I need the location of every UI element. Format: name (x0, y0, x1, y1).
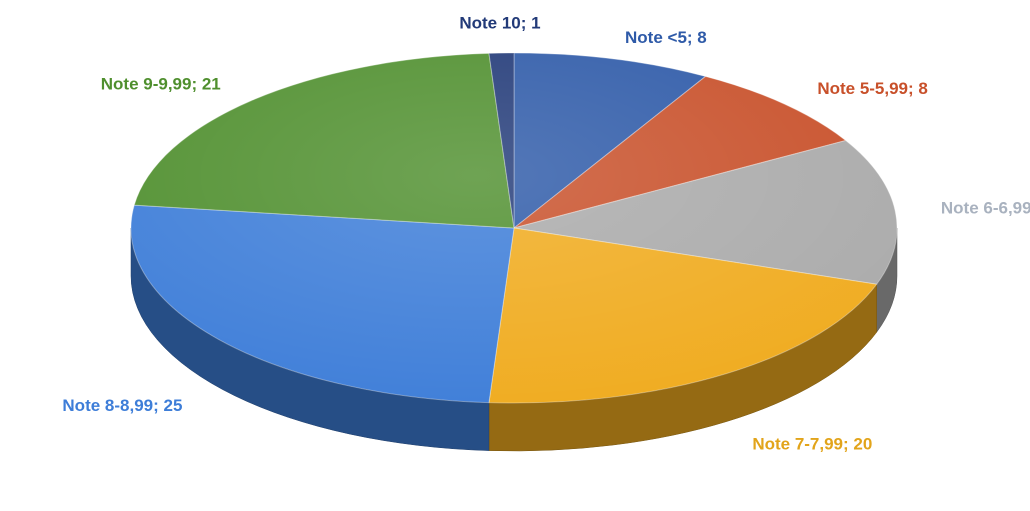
pie-label-note-6-6-99: Note 6-6,99; 13 (941, 198, 1030, 217)
pie-slice-note-8-8-99 (130, 204, 515, 404)
pie-label-note-8-8-99: Note 8-8,99; 25 (62, 396, 182, 415)
pie-label-note-5: Note <5; 8 (625, 28, 707, 47)
pie-label-note-9-9-99: Note 9-9,99; 21 (101, 74, 221, 93)
pie-labels: Note <5; 8 Note 5-5,99; 8 Note 6-6,99; 13 N… (62, 14, 1030, 454)
pie-top-layer (130, 52, 898, 404)
pie-label-note-7-7-99: Note 7-7,99; 20 (752, 434, 872, 453)
pie-label-note-10: Note 10; 1 (459, 14, 540, 33)
pie-label-note-5-5-99: Note 5-5,99; 8 (817, 79, 928, 98)
